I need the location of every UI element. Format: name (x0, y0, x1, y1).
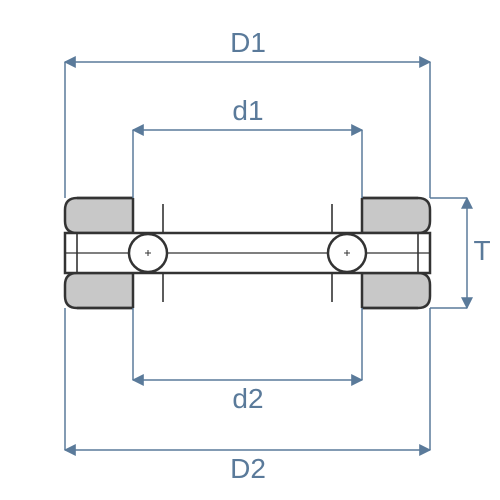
dim-label-D1: D1 (230, 27, 266, 58)
bearing-diagram: D1 d1 d2 D2 T (0, 0, 500, 500)
dim-label-d2: d2 (232, 383, 263, 414)
dim-label-T: T (473, 235, 490, 266)
dim-label-d1: d1 (232, 95, 263, 126)
dim-label-D2: D2 (230, 453, 266, 484)
